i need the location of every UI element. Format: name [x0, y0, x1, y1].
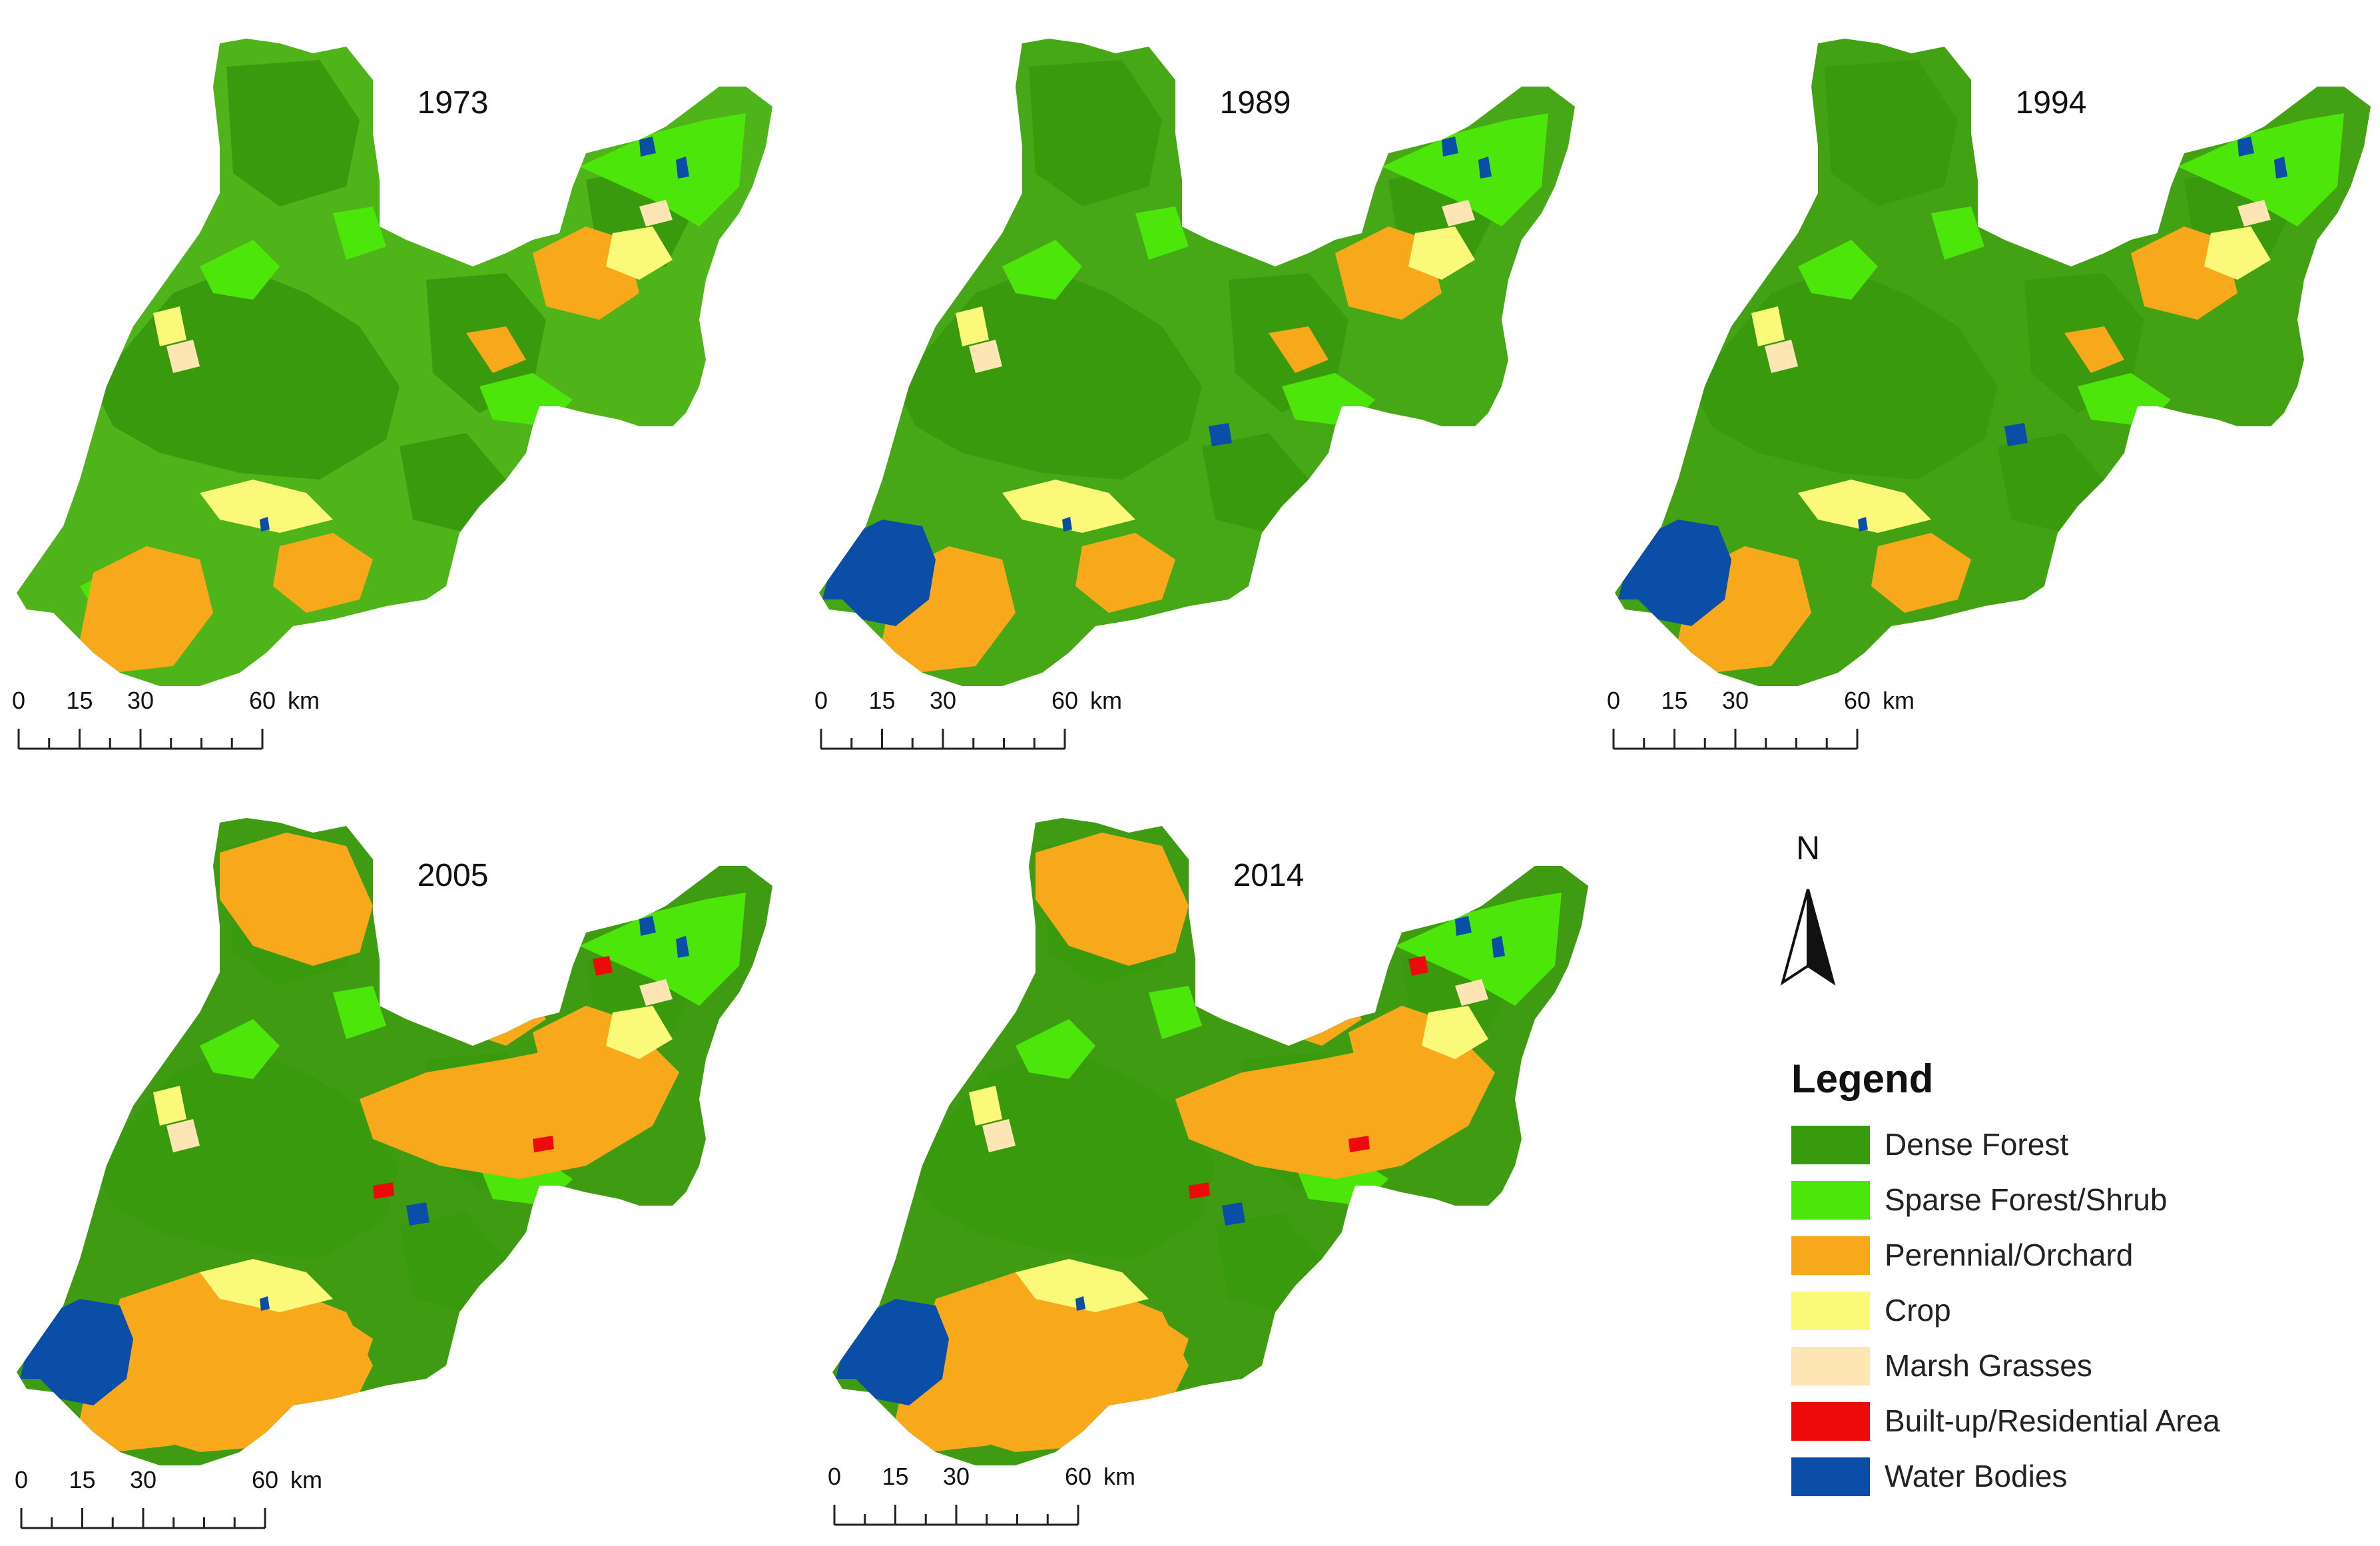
scale-bar-1994: 0 15 30 60 km	[1607, 687, 1915, 750]
scale-unit: km	[290, 1466, 322, 1493]
legend-label: Perennial/Orchard	[1885, 1238, 2133, 1272]
scale-label-30: 30	[1722, 687, 1749, 714]
scale-bar-ticks	[820, 727, 1066, 750]
scale-label-30: 30	[127, 687, 154, 714]
scale-label-0: 0	[828, 1463, 841, 1490]
scale-unit: km	[1883, 687, 1915, 714]
legend-swatch	[1791, 1181, 1870, 1220]
scale-bar-1973: 0 15 30 60 km	[12, 687, 320, 750]
scale-label-15: 15	[868, 687, 895, 714]
scale-bar-2005: 0 15 30 60 km	[15, 1466, 322, 1529]
legend-item: Sparse Forest/Shrub	[1791, 1181, 2167, 1220]
watershed-map-2005	[0, 793, 786, 1479]
scale-label-30: 30	[930, 687, 956, 714]
scale-label-15: 15	[1661, 687, 1687, 714]
legend-title: Legend	[1791, 1056, 1933, 1101]
map-panel-2005: 2005	[0, 793, 786, 1479]
scale-label-30: 30	[130, 1466, 156, 1493]
map-panel-1994: 1994	[1598, 13, 2380, 699]
legend-label: Dense Forest	[1885, 1127, 2068, 1162]
scale-label-0: 0	[15, 1466, 28, 1493]
scale-bar-1989: 0 15 30 60 km	[814, 687, 1122, 750]
north-arrow: N	[1780, 829, 1836, 986]
legend-swatch	[1791, 1236, 1870, 1275]
legend-item: Perennial/Orchard	[1791, 1236, 2133, 1275]
legend-label: Sparse Forest/Shrub	[1885, 1182, 2167, 1217]
scale-label-60: 60	[249, 687, 276, 714]
scale-label-15: 15	[882, 1463, 908, 1490]
scale-label-30: 30	[943, 1463, 970, 1490]
scale-unit: km	[288, 687, 320, 714]
scale-label-60: 60	[1844, 687, 1871, 714]
scale-label-60: 60	[1065, 1463, 1091, 1490]
legend-items: Dense Forest Sparse Forest/Shrub Perennial…	[1791, 1126, 2220, 1496]
legend-item: Built-up/Residential Area	[1791, 1402, 2220, 1441]
legend-item: Crop	[1791, 1292, 1951, 1330]
scale-unit: km	[1090, 687, 1122, 714]
scale-bar-ticks	[20, 1507, 266, 1529]
legend-swatch	[1791, 1292, 1870, 1330]
legend-label: Crop	[1885, 1293, 1951, 1328]
legend-swatch	[1791, 1402, 1870, 1441]
scale-unit: km	[1103, 1463, 1135, 1490]
legend-label: Marsh Grasses	[1885, 1348, 2092, 1383]
scale-bar-ticks	[1612, 727, 1859, 750]
watershed-map-1989	[802, 13, 1588, 699]
map-year-label: 2014	[1233, 858, 1305, 893]
legend-item: Marsh Grasses	[1791, 1347, 2092, 1385]
watershed-map-1973	[0, 13, 786, 699]
legend-swatch	[1791, 1457, 1870, 1496]
scale-label-60: 60	[1051, 687, 1078, 714]
map-year-label: 1989	[1220, 85, 1291, 121]
map-year-label: 2005	[418, 858, 489, 893]
map-year-label: 1994	[2016, 85, 2087, 121]
legend-swatch	[1791, 1126, 1870, 1164]
map-panel-2014: 2014	[816, 793, 1602, 1479]
map-year-label: 1973	[418, 85, 489, 121]
watershed-map-1994	[1598, 13, 2380, 699]
scale-bar-2014: 0 15 30 60 km	[828, 1463, 1135, 1526]
scale-bar-ticks	[17, 727, 264, 750]
legend-item: Water Bodies	[1791, 1457, 2067, 1496]
legend: Legend Dense Forest Sparse Forest/Shrub Pe…	[1791, 1056, 2220, 1496]
scale-label-15: 15	[69, 1466, 95, 1493]
scale-label-60: 60	[252, 1466, 278, 1493]
scale-label-0: 0	[12, 687, 25, 714]
north-label: N	[1796, 829, 1820, 867]
scale-bar-ticks	[833, 1503, 1079, 1526]
scale-label-15: 15	[66, 687, 93, 714]
scale-label-0: 0	[814, 687, 828, 714]
legend-label: Built-up/Residential Area	[1885, 1403, 2220, 1438]
watershed-map-2014	[816, 793, 1602, 1479]
legend-label: Water Bodies	[1885, 1459, 2067, 1493]
north-arrow-icon	[1780, 889, 1836, 986]
map-panel-1989: 1989	[802, 13, 1588, 699]
map-panel-1973: 1973	[0, 13, 786, 699]
legend-swatch	[1791, 1347, 1870, 1385]
legend-item: Dense Forest	[1791, 1126, 2068, 1164]
scale-label-0: 0	[1607, 687, 1620, 714]
